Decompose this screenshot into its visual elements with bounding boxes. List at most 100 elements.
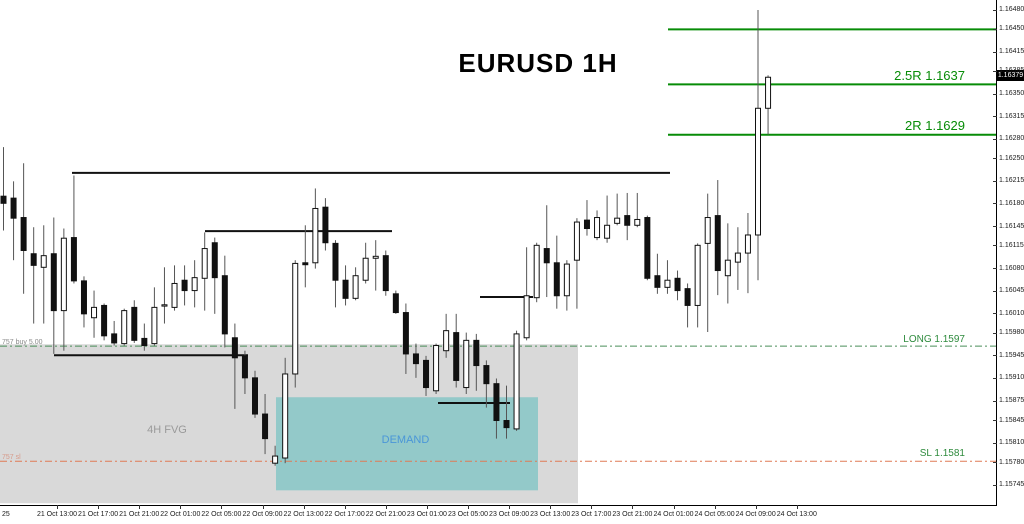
time-tick-label: 21 Oct 21:00: [119, 511, 160, 518]
bull-candle-6: [60, 237, 67, 312]
bull-candle-15: [151, 306, 158, 345]
bear-candle-32: [322, 206, 329, 244]
bear-candle-5: [50, 253, 57, 312]
time-tick-mark: [385, 505, 387, 509]
bull-candle-59: [594, 217, 601, 239]
bear-candle-42: [423, 359, 430, 389]
time-tick-mark: [262, 505, 264, 509]
bear-candle-0: [0, 195, 7, 204]
price-tick-mark: [993, 93, 997, 95]
bull-candle-57: [573, 221, 580, 261]
time-tick-label: 22 Oct 09:00: [242, 511, 283, 518]
order-sl-tag: 757 sl: [2, 454, 21, 461]
price-tick-mark: [993, 70, 997, 72]
price-tick-mark: [993, 442, 997, 444]
price-tick-label: 1.16215: [999, 177, 1024, 185]
bear-candle-13: [131, 306, 138, 341]
bear-candle-25: [252, 377, 258, 415]
time-tick-mark: [673, 505, 675, 509]
bull-candle-4: [40, 255, 47, 268]
price-tick-label: 1.15980: [999, 329, 1024, 337]
price-tick-mark: [993, 203, 997, 205]
time-axis[interactable]: 25 21 Oct 13:00 21 Oct 17:00 21 Oct 21:00 2…: [0, 505, 1024, 524]
target-2-5r-label: 2.5R 1.1637: [894, 68, 965, 83]
bull-candle-52: [523, 295, 530, 339]
bear-candle-62: [624, 215, 631, 226]
bear-candle-68: [684, 288, 691, 306]
price-tick-mark: [993, 332, 997, 334]
time-tick-label: 24 Oct 05:00: [694, 511, 735, 518]
time-tick-mark: [632, 505, 634, 509]
price-tick-mark: [993, 9, 997, 11]
time-tick-label: 23 Oct 05:00: [447, 511, 489, 518]
time-tick-mark: [550, 505, 552, 509]
price-tick-label: 1.16180: [999, 199, 1024, 207]
bull-candle-28: [282, 373, 289, 459]
bear-candle-47: [473, 339, 480, 367]
price-tick-label: 1.15910: [999, 374, 1024, 382]
time-tick-label: 23 Oct 09:00: [489, 511, 530, 518]
price-tick-label: 1.16415: [999, 48, 1024, 56]
bull-candle-36: [362, 257, 369, 281]
bull-candle-72: [724, 259, 731, 277]
bear-candle-34: [342, 279, 349, 299]
bear-candle-71: [714, 215, 721, 272]
bear-candle-33: [332, 242, 339, 281]
time-tick-label: 24 Oct 01:00: [653, 511, 694, 518]
time-tick-label: 21 Oct 17:00: [78, 511, 119, 518]
time-tick-mark: [344, 505, 346, 509]
stop-loss-label: SL 1.1581: [919, 448, 965, 459]
order-buy-tag: 757 buy 5.00: [2, 339, 43, 346]
bear-candle-49: [493, 383, 500, 422]
price-tick-label: 1.15845: [999, 416, 1024, 424]
price-tick-label: 1.16045: [999, 287, 1024, 295]
bear-candle-67: [674, 277, 681, 292]
bear-candle-58: [583, 219, 590, 230]
price-tick-mark: [993, 420, 997, 421]
price-tick-label: 1.15875: [999, 397, 1024, 405]
bull-candle-16: [161, 304, 168, 307]
price-tick-mark: [993, 245, 997, 247]
time-tick-label: 22 Oct 13:00: [283, 511, 324, 518]
bull-candle-44: [443, 330, 450, 352]
time-tick-label: 22 Oct 01:00: [160, 511, 201, 518]
bear-candle-23: [231, 337, 238, 359]
price-tick-mark: [993, 51, 997, 53]
bull-candle-76: [765, 76, 772, 109]
price-tick-label: 1.16250: [999, 154, 1024, 162]
bear-candle-2: [20, 217, 27, 251]
price-tick-mark: [993, 268, 997, 270]
bull-candle-37: [372, 255, 379, 259]
price-tick-label: 1.16280: [999, 135, 1024, 143]
bull-candle-9: [91, 306, 98, 319]
demand-zone-label: DEMAND: [381, 434, 430, 446]
bear-candle-41: [412, 353, 419, 365]
bear-candle-26: [262, 413, 269, 440]
bear-candle-22: [221, 275, 228, 335]
chart-canvas[interactable]: EURUSD 1H 2.5R 1.1637 2R 1.1629 LONG 1.1…: [0, 0, 997, 506]
candlestick-plot: [0, 10, 996, 504]
chart-title: EURUSD 1H: [458, 48, 618, 78]
price-tick-mark: [993, 377, 997, 379]
time-tick-label: 23 Oct 21:00: [612, 511, 653, 518]
bear-candle-54: [543, 248, 550, 264]
price-tick-mark: [993, 28, 997, 30]
bull-candle-70: [704, 217, 711, 244]
time-tick-label: 22 Oct 05:00: [201, 511, 242, 518]
bull-candle-53: [533, 244, 540, 299]
price-tick-label: 1.16450: [999, 25, 1024, 33]
time-tick-label: 24 Oct 09:00: [735, 511, 776, 518]
price-tick-mark: [993, 226, 997, 228]
bull-candle-12: [121, 310, 128, 345]
bull-candle-27: [272, 455, 279, 464]
price-axis[interactable]: 1.16379 1.16480 1.16450 1.16415 1.16385 1.16…: [993, 0, 1024, 505]
price-tick-mark: [993, 462, 997, 464]
price-tick-label: 1.16480: [999, 6, 1024, 14]
time-tick-mark: [468, 505, 469, 509]
time-tick-label: 23 Oct 01:00: [406, 511, 447, 518]
price-tick-label: 1.15780: [999, 458, 1024, 466]
price-tick-mark: [993, 484, 997, 486]
price-tick-mark: [993, 180, 997, 182]
bear-candle-18: [181, 279, 188, 292]
